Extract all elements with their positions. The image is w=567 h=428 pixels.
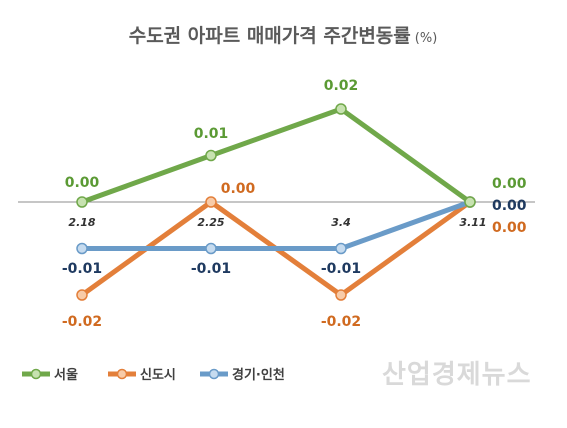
data-label-new-town-3: -0.02 [321, 314, 361, 330]
series-line-seoul [81, 106, 472, 205]
category-label-4: 3.11 [459, 216, 486, 229]
legend-label-gyeonggi-incheon: 경기·인천 [232, 367, 285, 383]
legend-label-seoul: 서울 [54, 367, 78, 383]
category-label-2: 2.25 [197, 216, 224, 229]
watermark-text: 산업경제뉴스 [382, 360, 532, 390]
data-label-new-town-2: 0.00 [221, 181, 256, 197]
data-point-new-town-1 [76, 289, 88, 301]
legend-marker-seoul [30, 368, 42, 380]
category-label-3: 3.4 [331, 216, 351, 229]
data-point-gyeonggi-incheon-2 [205, 242, 217, 255]
data-point-seoul-2 [205, 149, 217, 162]
data-labels: 0.00 0.01 0.02 0.00 -0.02 0.00 -0.02 0.00 -0.01 -… [62, 78, 527, 330]
category-label-1: 2.18 [68, 216, 95, 229]
data-point-new-town-2 [205, 196, 217, 208]
data-point-seoul-3 [335, 103, 347, 115]
chart-title-main: 수도권 아파트 매매가격 주간변동률 [129, 25, 411, 47]
legend: 서울 신도시 경기·인천 [22, 367, 285, 383]
series-layer [76, 103, 476, 301]
chart-title-unit: (%) [415, 31, 438, 46]
category-labels: 2.18 2.25 3.4 3.11 [68, 216, 486, 229]
data-label-seoul-4: 0.00 [492, 176, 527, 192]
data-label-new-town-4: 0.00 [492, 220, 527, 236]
data-label-gyeonggi-incheon-4: 0.00 [492, 198, 527, 214]
legend-label-new-town: 신도시 [140, 368, 176, 383]
data-label-seoul-2: 0.01 [194, 126, 229, 142]
chart-title: 수도권 아파트 매매가격 주간변동률 (%) [129, 25, 438, 47]
data-label-seoul-3: 0.02 [324, 78, 359, 94]
data-point-gyeonggi-incheon-3 [335, 242, 347, 255]
data-label-seoul-1: 0.00 [65, 175, 100, 191]
data-label-new-town-1: -0.02 [62, 314, 102, 330]
legend-marker-new-town [116, 368, 128, 380]
data-label-gyeonggi-incheon-2: -0.01 [191, 261, 231, 277]
series-line-gyeonggi-incheon [82, 199, 471, 251]
data-point-seoul-4 [464, 196, 476, 208]
data-point-seoul-1 [76, 196, 88, 208]
data-point-gyeonggi-incheon-1 [76, 242, 88, 255]
data-label-gyeonggi-incheon-1: -0.01 [62, 261, 102, 277]
data-label-gyeonggi-incheon-3: -0.01 [321, 261, 361, 277]
legend-marker-gyeonggi-incheon [208, 368, 220, 380]
data-point-new-town-3 [335, 289, 347, 301]
